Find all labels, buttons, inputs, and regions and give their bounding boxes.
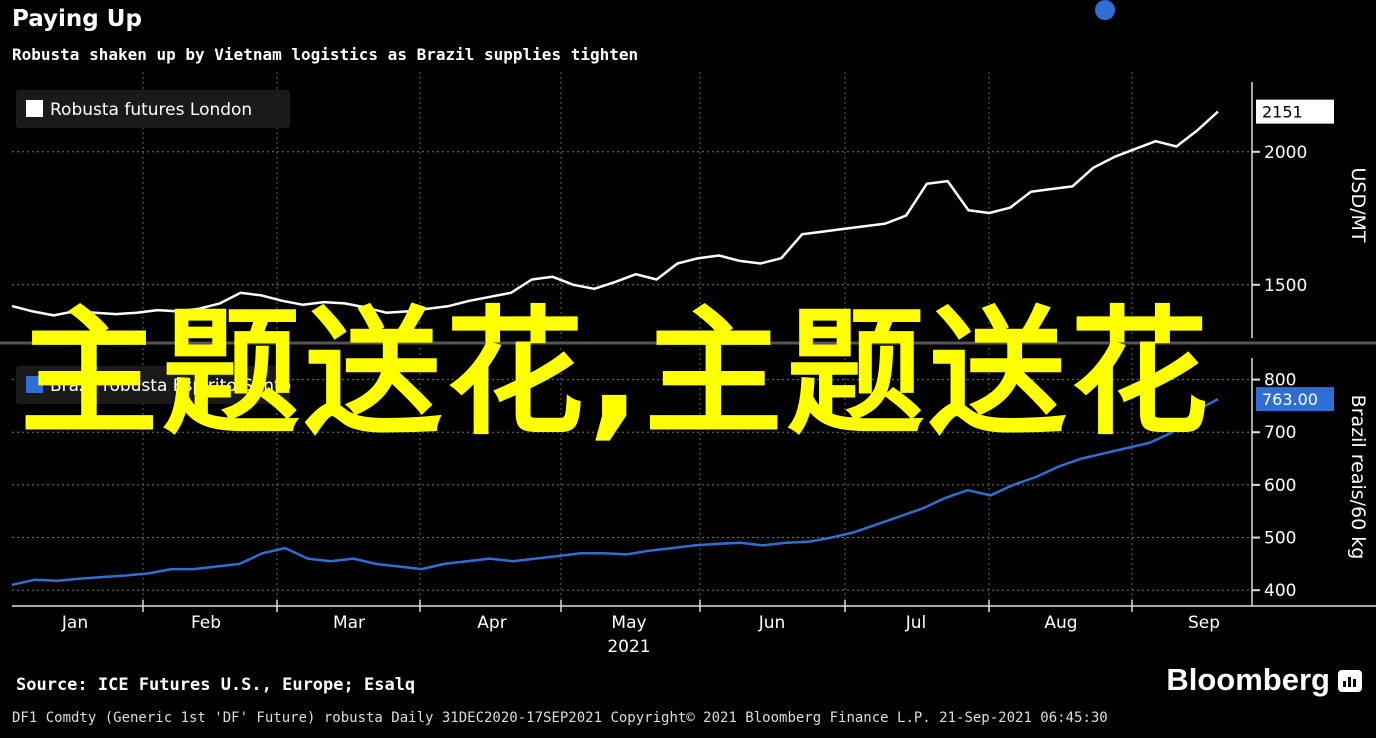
y-tick-label: 600 (1264, 476, 1296, 496)
x-tick-label: Sep (1188, 613, 1220, 633)
chart-title: Paying Up (12, 6, 142, 32)
legend-label: Brazil robusta Espirito Santo (50, 376, 291, 396)
x-tick-label: Feb (191, 613, 221, 633)
y-tick-label: 400 (1264, 581, 1296, 601)
x-tick-label: Jul (905, 613, 927, 633)
legend-swatch (26, 376, 43, 393)
series-line (11, 397, 1219, 587)
last-value-label: 763.00 (1262, 390, 1318, 409)
y-tick-label: 1500 (1264, 276, 1307, 296)
legend-label: Robusta futures London (50, 100, 252, 120)
legend-box (16, 90, 290, 128)
y-axis-label: USD/MT (1347, 168, 1369, 243)
x-tick-label: Aug (1044, 613, 1077, 633)
x-tick-label: Jan (61, 613, 88, 633)
footer-line: DF1 Comdty (Generic 1st 'DF' Future) rob… (12, 710, 1108, 726)
bloomberg-icon (1338, 670, 1362, 692)
decorative-dot (1095, 0, 1115, 20)
x-tick-label: May (611, 613, 646, 633)
watermark-overlay-text: 主题送花,主题送花 (20, 293, 1213, 454)
y-tick-label: 700 (1264, 423, 1296, 443)
source-note: Source: ICE Futures U.S., Europe; Esalq (16, 675, 416, 695)
last-value-label: 2151 (1262, 103, 1303, 122)
top-panel: 1500 2000 2151 USD/MT Robusta futures London (0, 72, 1376, 345)
series-line (11, 110, 1219, 317)
chart-subtitle: Robusta shaken up by Vietnam logistics a… (12, 45, 639, 64)
bloomberg-logo: Bloomberg (1166, 662, 1330, 697)
x-tick-label: Apr (477, 613, 506, 633)
legend-box (16, 366, 290, 404)
x-axis: Jan Feb Mar Apr May Jun Jul Aug Sep 2021 (12, 600, 1376, 657)
x-tick-label: Jun (758, 613, 786, 633)
y-axis-label: Brazil reais/60 kg (1347, 395, 1369, 560)
y-tick-label: 2000 (1264, 143, 1307, 163)
x-tick-label: Mar (333, 613, 365, 633)
legend-swatch (26, 100, 43, 117)
y-tick-label: 800 (1264, 371, 1296, 391)
y-tick-label: 500 (1264, 529, 1296, 549)
last-value-tag (1256, 387, 1334, 412)
last-value-tag (1256, 99, 1334, 124)
x-year-label: 2021 (607, 637, 650, 657)
